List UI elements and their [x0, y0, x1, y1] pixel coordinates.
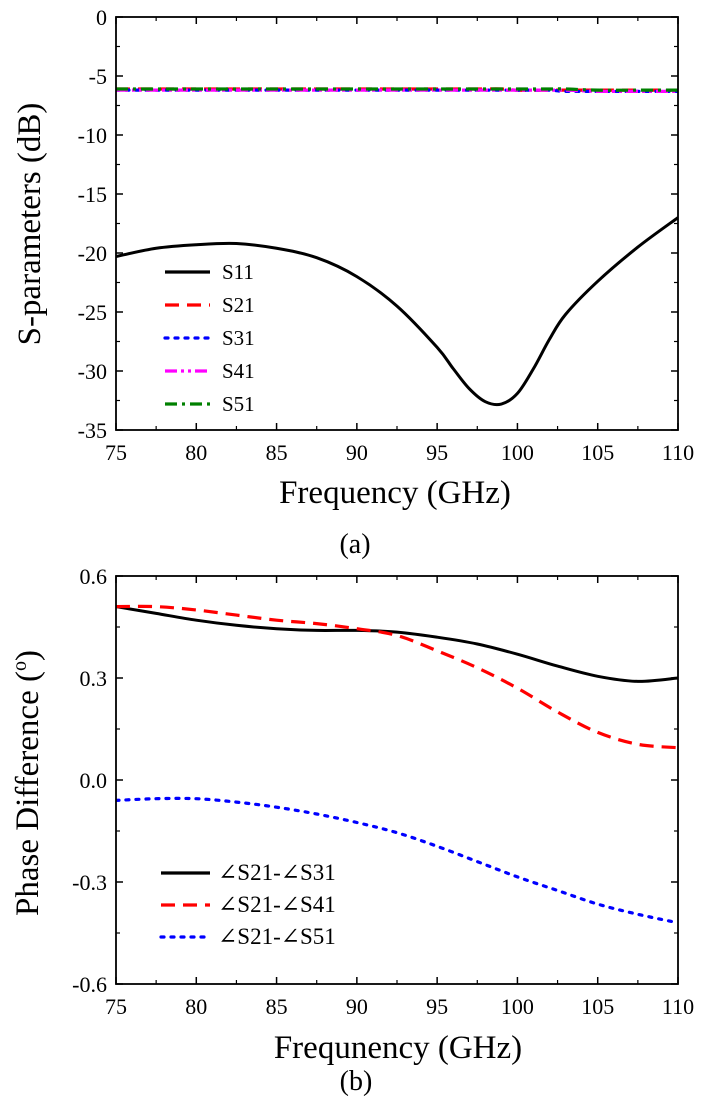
- x-tick-label: 90: [346, 440, 368, 465]
- plot-frame: [115, 575, 679, 985]
- y-tick-label: -0.6: [72, 972, 107, 997]
- y-axis-title: Phase Difference (o): [9, 650, 46, 916]
- x-tick-label: 75: [105, 440, 127, 465]
- series-line-1: [116, 216, 678, 407]
- plot-frame: [115, 16, 679, 431]
- legend-label-4: S41: [222, 359, 255, 383]
- panel-caption: (b): [340, 1066, 373, 1097]
- panel-a-chart: 75 80 85 90 95 100 105 110 0 -5 -10 -15 -20 -25 -30 -35…: [12, 5, 694, 560]
- x-tick-label: 95: [426, 994, 448, 1019]
- x-tick-label: 85: [266, 994, 288, 1019]
- y-tick-label: 0.0: [80, 768, 108, 793]
- legend-label-2: S21: [222, 293, 255, 317]
- legend-label-1: ∠S21-∠S31: [218, 860, 336, 885]
- panel-b-chart: 75 80 85 90 95 100 105 110 0.6 0.3 0.0 -0.3 -0.6 Freq…: [9, 564, 694, 1097]
- series-line-3: [116, 796, 678, 925]
- x-tick-label: 110: [662, 994, 694, 1019]
- y-tick-label: 0.6: [80, 564, 108, 589]
- x-tick-label: 90: [346, 994, 368, 1019]
- series-line-4: [116, 88, 678, 94]
- x-tick-label: 105: [581, 994, 614, 1019]
- series-line-1: [116, 605, 678, 683]
- legend-label-2: ∠S21-∠S41: [218, 892, 336, 917]
- x-tick-label: 80: [185, 994, 207, 1019]
- y-tick-label: 0: [96, 5, 107, 30]
- legend-label-5: S51: [222, 392, 255, 416]
- legend-label-1: S11: [222, 260, 254, 284]
- y-tick-label: -25: [78, 300, 107, 325]
- x-tick-label: 100: [501, 994, 534, 1019]
- y-tick-label: -35: [78, 418, 107, 443]
- series-line-5: [116, 87, 678, 92]
- y-tick-label: 0.3: [80, 666, 108, 691]
- series-group: [116, 87, 678, 407]
- x-tick-label: 80: [185, 440, 207, 465]
- legend-label-3: ∠S21-∠S51: [218, 924, 336, 949]
- series-group: [116, 604, 678, 925]
- series-line-2: [116, 604, 678, 750]
- y-axis-title: S-parameters (dB): [12, 103, 48, 346]
- x-tick-label: 100: [501, 440, 534, 465]
- y-tick-label: -30: [78, 359, 107, 384]
- y-tick-label: -10: [78, 123, 107, 148]
- y-tick-label: -20: [78, 241, 107, 266]
- x-axis-title: Frequency (GHz): [279, 475, 511, 511]
- x-tick-label: 85: [266, 440, 288, 465]
- x-tick-label: 110: [662, 440, 694, 465]
- panel-caption: (a): [339, 529, 370, 560]
- y-tick-label: -15: [78, 182, 107, 207]
- y-axis-title-degree: o: [9, 661, 31, 671]
- x-tick-label: 95: [426, 440, 448, 465]
- y-axis-title-main: Phase Difference (: [10, 671, 46, 916]
- legend-label-3: S31: [222, 326, 255, 350]
- x-tick-label: 105: [581, 440, 614, 465]
- y-tick-label: -5: [89, 64, 107, 89]
- x-axis-title: Frequnency (GHz): [274, 1030, 522, 1066]
- y-tick-label: -0.3: [72, 870, 107, 895]
- y-axis-title-close: ): [10, 650, 46, 661]
- x-tick-label: 75: [105, 994, 127, 1019]
